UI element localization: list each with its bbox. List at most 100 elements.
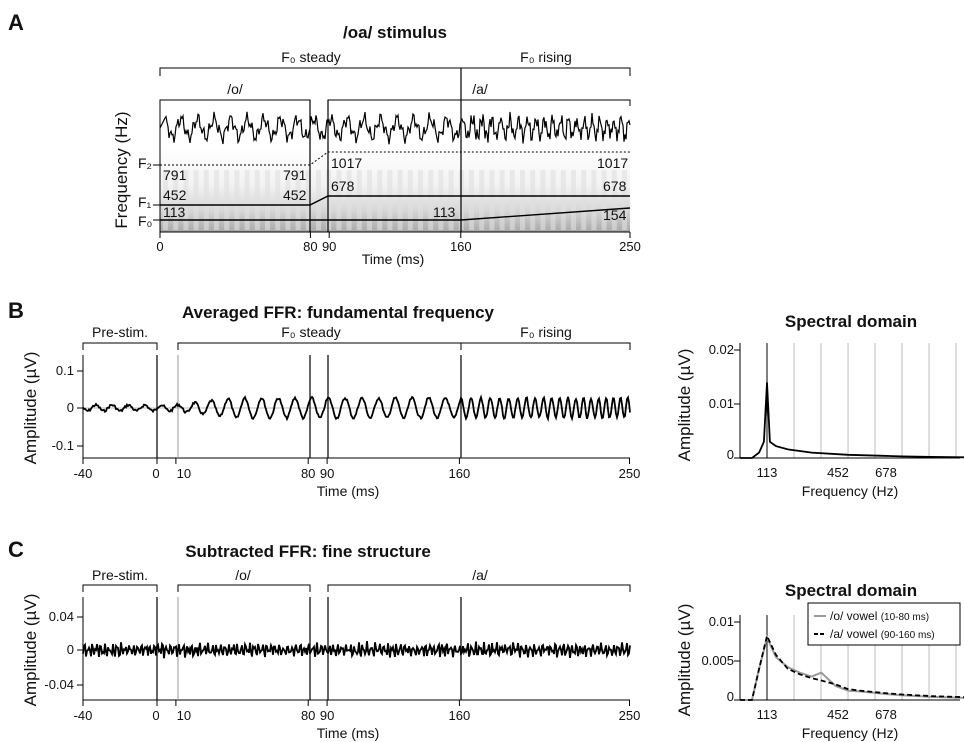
spectral-c-ytick-1: 0.005 <box>701 653 734 668</box>
legend-name-a: /a/ vowel <box>830 627 877 641</box>
panel-c-xticks: -40 0 10 80 90 160 250 <box>74 700 641 723</box>
label-f1: F₁ <box>138 194 152 210</box>
spectral-b-xtick-1: 452 <box>827 465 849 480</box>
c-xtick-label-4: 90 <box>320 708 334 723</box>
spectrogram-band <box>520 170 525 230</box>
value-f2-o-start: 791 <box>163 167 187 183</box>
spectrogram-band <box>295 170 301 230</box>
y-ticks-c <box>77 616 83 686</box>
spectrogram-band <box>305 170 311 230</box>
value-f2-a-start: 1017 <box>331 155 362 171</box>
f1-trace <box>160 195 630 206</box>
spectrogram-band <box>560 170 566 230</box>
spectrogram-band <box>591 170 597 230</box>
spectrogram-band <box>428 170 434 230</box>
segment-label-o: /o/ <box>227 81 243 97</box>
b-xtick-label-0: -40 <box>74 466 93 481</box>
spectrogram-band <box>407 170 413 230</box>
spectrogram-band <box>509 170 515 230</box>
b-xtick-label-6: 250 <box>619 466 641 481</box>
spectrogram-band <box>285 170 291 230</box>
segment-label-f0-rising-b: F₀ rising <box>520 324 572 340</box>
y-ticks-b <box>77 370 83 447</box>
spectrogram-band <box>581 170 587 230</box>
value-f1-o-end: 452 <box>283 187 307 203</box>
b-xtick-label-5: 160 <box>449 466 471 481</box>
panel-b-title: Averaged FFR: fundamental frequency <box>182 303 495 322</box>
spectrogram-band <box>540 170 546 230</box>
spectrogram-band <box>173 170 179 230</box>
spectrogram-band <box>397 170 403 230</box>
a-xtick-label-4: 250 <box>619 239 641 254</box>
label-f2: F₂ <box>138 155 152 171</box>
spectral-b-ytick-2: 0 <box>727 447 734 462</box>
spectrogram-band <box>499 170 505 230</box>
legend-item-a: /a/ vowel (90-160 ms) <box>830 627 935 641</box>
ffr-waveform-b <box>82 394 631 423</box>
spectrogram-band <box>611 170 617 230</box>
spectral-c-ylabel: Amplitude (µV) <box>675 604 694 717</box>
segment-label-f0-rising: F₀ rising <box>520 49 572 65</box>
spectrogram-band <box>244 170 250 230</box>
spectrogram-band <box>265 170 270 230</box>
legend-note-a: (90-160 ms) <box>881 630 935 641</box>
segment-label-f0-steady-b: F₀ steady <box>281 324 341 340</box>
segment-bracket-b <box>82 342 631 350</box>
y-tick-c-2: -0.04 <box>44 677 74 692</box>
value-f1-a-start: 678 <box>331 178 355 194</box>
legend-note-o: (10-80 ms) <box>881 612 929 623</box>
c-xtick-label-5: 160 <box>449 708 471 723</box>
segment-label-a-c: /a/ <box>472 567 488 583</box>
spectrogram-band <box>530 170 536 230</box>
panel-c-xlabel: Time (ms) <box>317 725 379 741</box>
spectral-b-title: Spectral domain <box>785 312 917 331</box>
segment-bracket-c <box>82 584 631 592</box>
a-xtick-label-1: 80 <box>303 239 317 254</box>
spectral-c-title: Spectral domain <box>785 581 917 600</box>
panel-a-title: /oa/ stimulus <box>343 23 447 42</box>
panel-b-xticks: -40 0 10 80 90 160 250 <box>74 458 641 481</box>
spectrogram-band <box>336 170 342 230</box>
panel-letter-b: B <box>8 298 24 323</box>
spectrogram-band <box>224 170 230 230</box>
spectral-b-xlabel: Frequency (Hz) <box>802 483 898 499</box>
b-xtick-label-4: 90 <box>320 466 334 481</box>
panel-b-ylabel: Amplitude (µV) <box>21 352 40 465</box>
spectral-c-xtick-1: 452 <box>827 707 849 722</box>
y-tick-b-1: 0 <box>67 400 74 415</box>
segment-label-prestim-c: Pre-stim. <box>92 567 148 583</box>
y-tick-c-1: 0 <box>67 642 74 657</box>
spectrogram-band <box>214 170 219 230</box>
spectrogram-band <box>356 170 362 230</box>
spectrogram-band <box>438 170 444 230</box>
label-f0: F₀ <box>138 213 153 229</box>
spectrogram-band <box>275 170 281 230</box>
panel-a: A /oa/ stimulus F₀ steady F₀ rising /o/ … <box>8 10 641 267</box>
spectral-b-xtick-2: 678 <box>875 465 897 480</box>
spectrogram-band <box>326 170 332 230</box>
c-xtick-label-1: 0 <box>152 708 159 723</box>
spectral-b-ylabel: Amplitude (µV) <box>675 349 694 462</box>
c-xtick-label-3: 80 <box>301 708 315 723</box>
value-f1-o-start: 452 <box>163 187 187 203</box>
legend-box <box>807 602 961 646</box>
c-xtick-label-6: 250 <box>619 708 641 723</box>
b-xtick-label-2: 10 <box>177 466 191 481</box>
spectral-c-xlabel: Frequency (Hz) <box>802 725 898 741</box>
segment-label-o-c: /o/ <box>235 567 251 583</box>
spectrogram-band <box>550 170 556 230</box>
value-f1-a-end: 678 <box>603 178 627 194</box>
y-tick-b-0: 0.1 <box>56 363 74 378</box>
spectrogram-band <box>489 170 495 230</box>
spectral-b-line <box>740 382 964 459</box>
segment-label-a: /a/ <box>472 81 488 97</box>
c-xtick-label-2: 10 <box>177 708 191 723</box>
spectral-b-grid <box>766 343 957 458</box>
panel-letter-c: C <box>8 537 24 562</box>
f2-trace <box>160 151 630 166</box>
segment-bracket-top <box>159 67 631 76</box>
y-tick-b-2: -0.1 <box>52 438 74 453</box>
spectral-c-xtick-2: 678 <box>875 707 897 722</box>
a-xtick-label-3: 160 <box>450 239 472 254</box>
formant-ticks <box>153 164 160 221</box>
